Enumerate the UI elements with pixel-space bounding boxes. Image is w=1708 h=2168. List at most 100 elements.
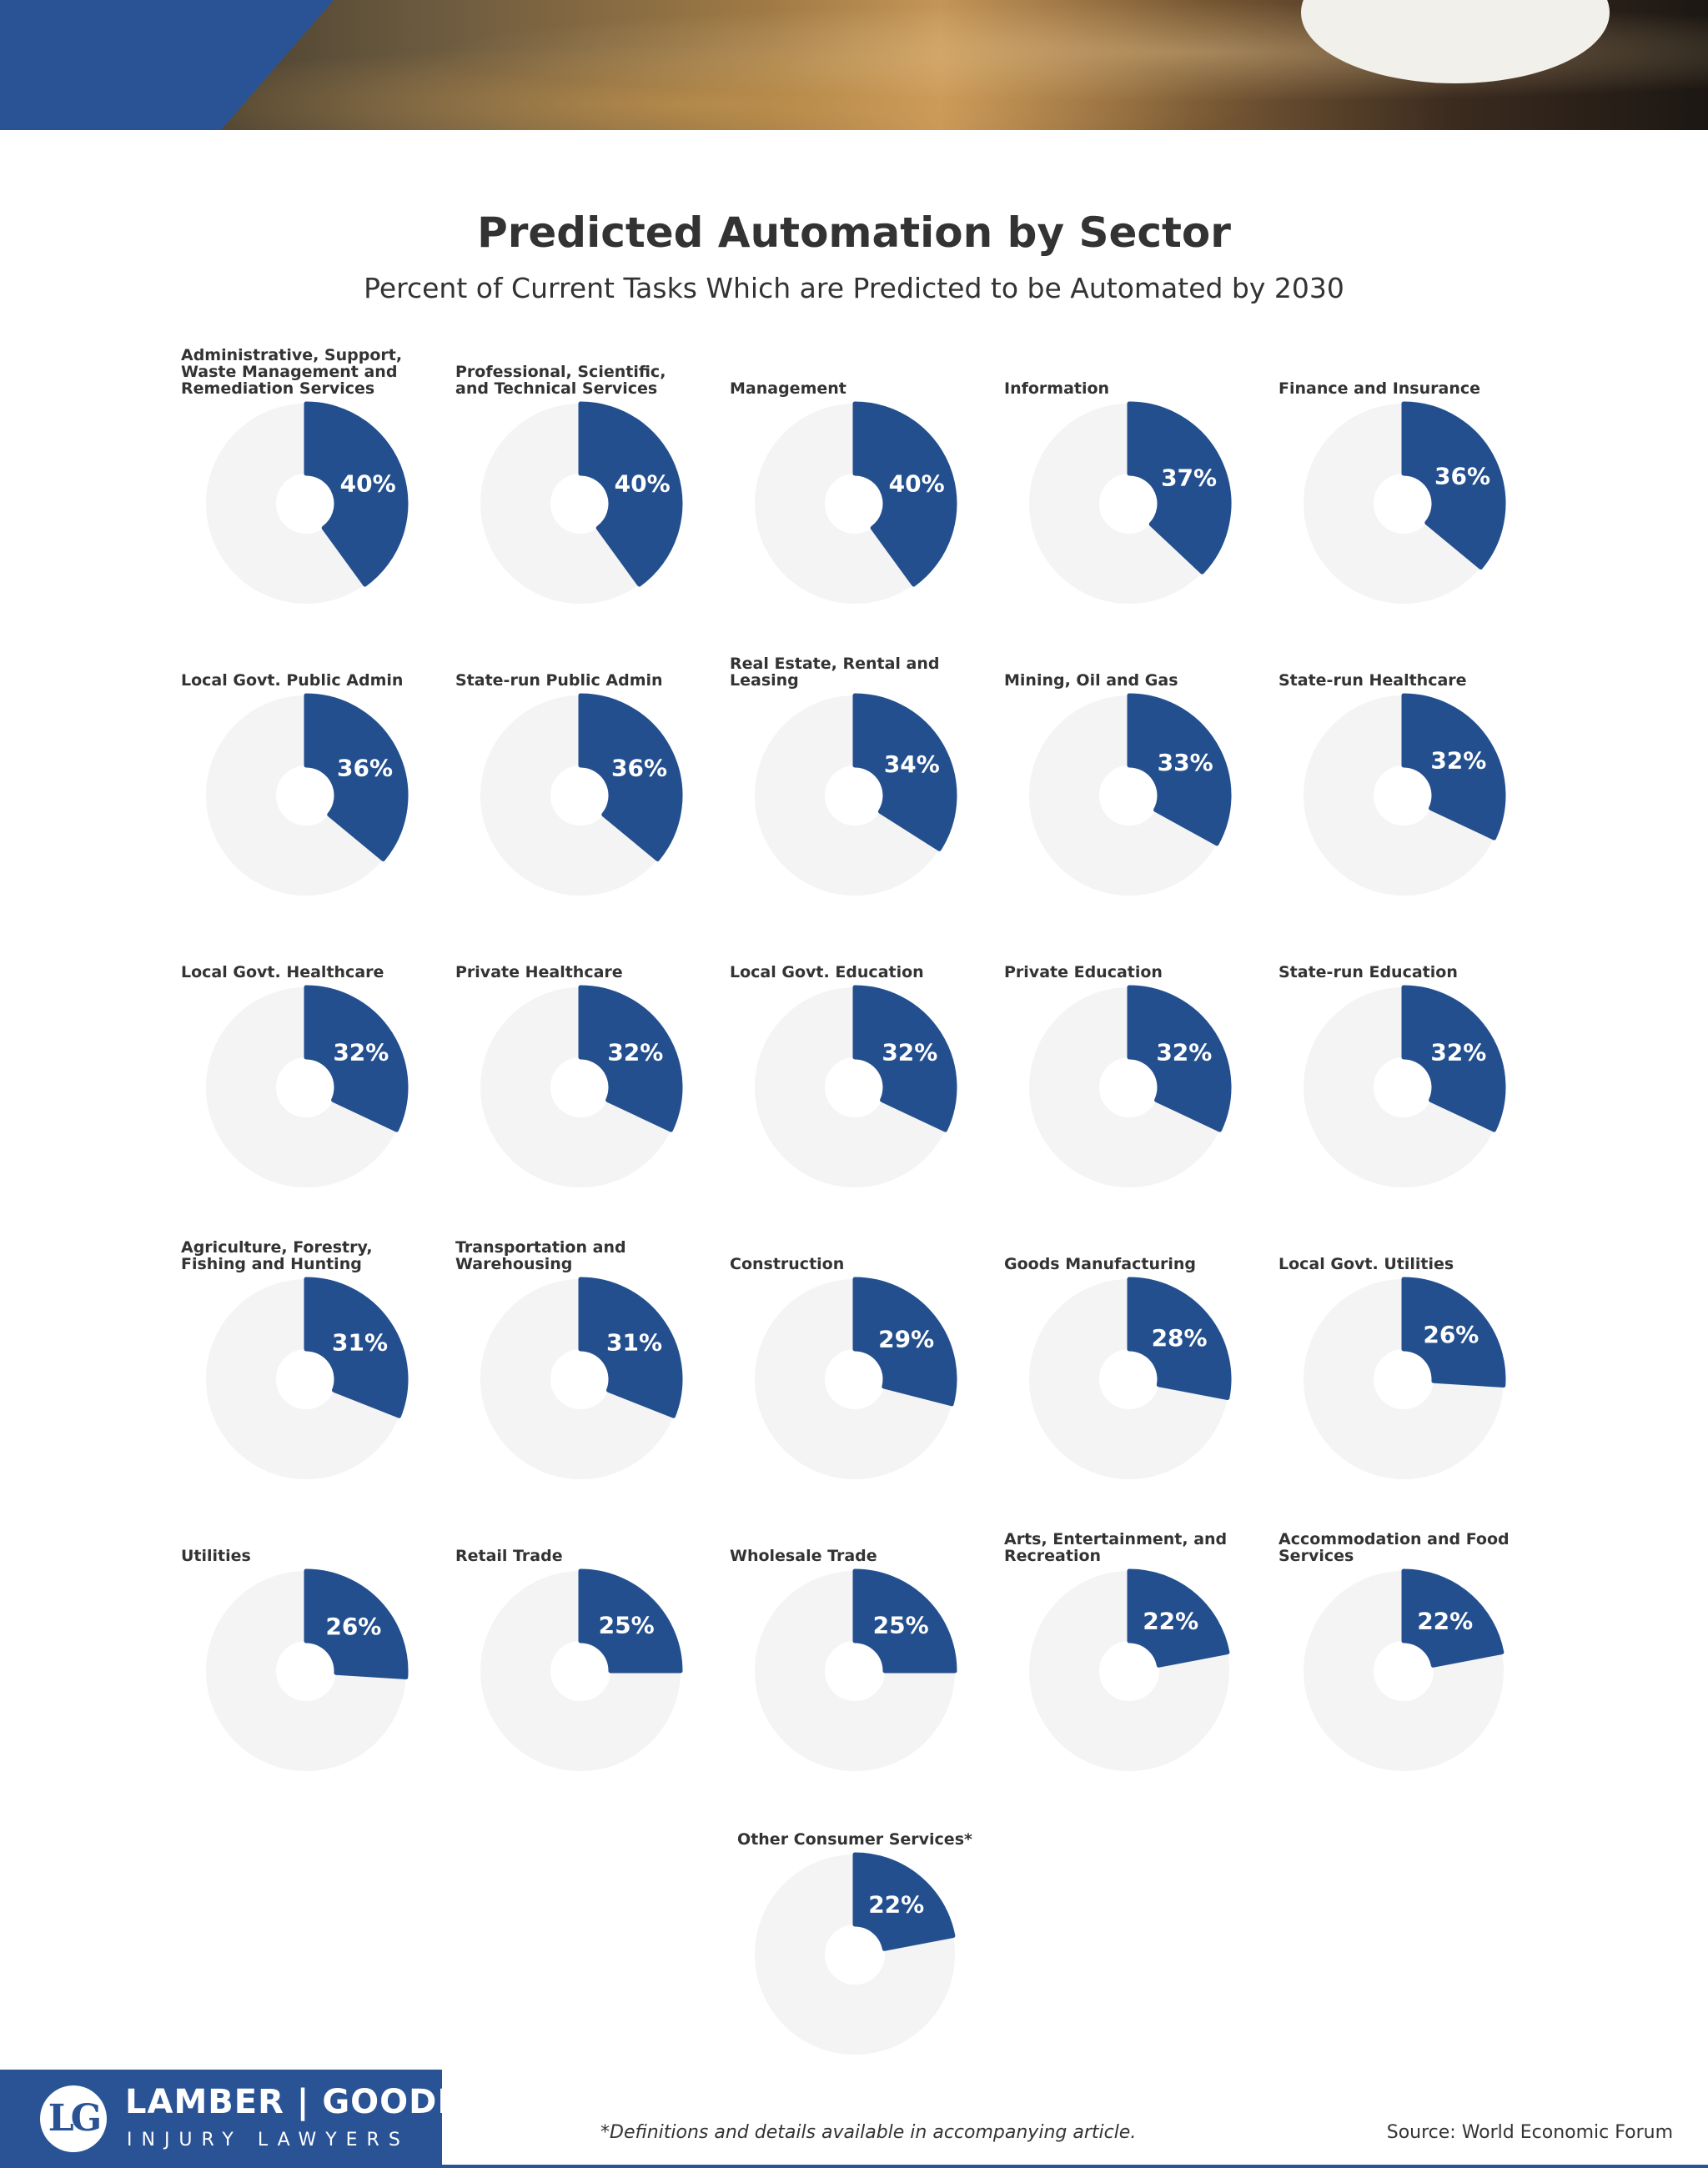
donut-cell: Management 40% [730, 324, 980, 607]
percent-label: 36% [611, 754, 667, 781]
donut-cell: State-run Public Admin 36% [455, 615, 706, 899]
donut-segment [578, 401, 683, 587]
donut-cell: Accommodation and Food Services 22% [1278, 1491, 1529, 1774]
percent-label: 32% [333, 1039, 389, 1066]
sector-label: Finance and Insurance [1278, 379, 1480, 398]
percent-label: 22% [868, 1890, 924, 1918]
donut-chart: 28% [1029, 1277, 1232, 1479]
donut-cell: State-run Healthcare 32% [1278, 615, 1529, 899]
donut-chart: 36% [1304, 401, 1506, 604]
sector-label: Utilities [181, 1547, 251, 1565]
source-note: Source: World Economic Forum [1386, 2122, 1673, 2143]
donut-chart: 31% [480, 1277, 683, 1479]
donut-segment [852, 985, 957, 1132]
percent-label: 22% [1417, 1607, 1473, 1634]
donut-segment [304, 985, 409, 1132]
donut-cell: Other Consumer Services* 22% [730, 1774, 980, 2058]
donut-segment [852, 1568, 957, 1674]
percent-label: 25% [873, 1611, 929, 1639]
donut-cell: Retail Trade 25% [455, 1491, 706, 1774]
percent-label: 26% [1423, 1321, 1479, 1348]
donut-segment [852, 1852, 956, 1951]
donut-chart: 32% [1304, 693, 1506, 896]
sector-label: State-run Education [1278, 963, 1458, 981]
donut-cell: Local Govt. Healthcare 32% [181, 907, 431, 1191]
donut-chart: 33% [1029, 693, 1232, 896]
brand-monogram: LG [40, 2085, 107, 2152]
sector-label: Retail Trade [455, 1547, 563, 1565]
sector-label: Agriculture, Forestry, Fishing and Hunti… [181, 1238, 373, 1273]
donut-cell: Local Govt. Education 32% [730, 907, 980, 1191]
donut-segment [1127, 693, 1232, 846]
donut-cell: Administrative, Support, Waste Managemen… [181, 324, 431, 607]
donut-chart: 40% [755, 401, 957, 604]
donut-segment [1127, 1277, 1232, 1400]
donut-segment [1127, 1568, 1230, 1668]
donut-cell: State-run Education 32% [1278, 907, 1529, 1191]
donut-cell: Agriculture, Forestry, Fishing and Hunti… [181, 1199, 431, 1483]
header-banner-photo [0, 0, 1708, 130]
sector-label: Goods Manufacturing [1004, 1255, 1196, 1273]
donut-chart: 25% [480, 1568, 683, 1771]
percent-label: 37% [1161, 464, 1217, 492]
percent-label: 36% [1434, 462, 1490, 489]
donut-chart: 26% [206, 1568, 409, 1771]
donut-cell: Private Education 32% [1004, 907, 1254, 1191]
percent-label: 33% [1158, 749, 1213, 776]
donut-segment [852, 1277, 957, 1407]
percent-label: 31% [606, 1329, 662, 1357]
footer-rule [0, 2165, 1708, 2168]
sector-label: Mining, Oil and Gas [1004, 671, 1178, 690]
sector-label: Transportation and Warehousing [455, 1238, 626, 1273]
donut-segment [304, 1277, 409, 1418]
percent-label: 26% [325, 1613, 381, 1640]
sector-label: Private Healthcare [455, 963, 623, 981]
donut-chart: 26% [1304, 1277, 1506, 1479]
donut-chart: 31% [206, 1277, 409, 1479]
percent-label: 25% [599, 1611, 655, 1639]
percent-label: 22% [1143, 1607, 1198, 1634]
donut-segment [578, 985, 683, 1132]
donut-cell: Finance and Insurance 36% [1278, 324, 1529, 607]
donut-segment [304, 1568, 409, 1680]
percent-label: 34% [884, 750, 940, 778]
donut-cell: Construction 29% [730, 1199, 980, 1483]
sector-label: Accommodation and Food Services [1278, 1530, 1510, 1565]
donut-segment [1401, 401, 1506, 570]
sector-label: Private Education [1004, 963, 1163, 981]
donut-chart: 22% [1304, 1568, 1505, 1771]
donut-chart: 32% [1304, 985, 1506, 1187]
percent-label: 32% [607, 1039, 663, 1066]
percent-label: 32% [882, 1039, 937, 1066]
donut-chart: 37% [1029, 401, 1232, 604]
brand-logo: LG LAMBER | GOODNOW INJURY LAWYERS [0, 2070, 532, 2168]
sector-label: Local Govt. Healthcare [181, 963, 384, 981]
sector-label: Administrative, Support, Waste Managemen… [181, 346, 403, 398]
percent-label: 40% [615, 469, 671, 497]
donut-cell: Local Govt. Utilities 26% [1278, 1199, 1529, 1483]
donut-chart: 22% [1029, 1568, 1230, 1771]
donut-chart: 22% [755, 1852, 956, 2055]
sector-label: State-run Healthcare [1278, 671, 1467, 690]
percent-label: 28% [1152, 1324, 1208, 1352]
sector-label: Local Govt. Utilities [1278, 1255, 1454, 1273]
donut-segment [852, 693, 957, 851]
donut-cell: Transportation and Warehousing 31% [455, 1199, 706, 1483]
donut-chart: 40% [206, 401, 409, 604]
donut-cell: Professional, Scientific, and Technical … [455, 324, 706, 607]
sector-label: Professional, Scientific, and Technical … [455, 363, 666, 398]
chart-subtitle: Percent of Current Tasks Which are Predi… [364, 272, 1344, 304]
sector-label: Local Govt. Education [730, 963, 924, 981]
percent-label: 29% [878, 1326, 934, 1353]
donut-chart: 32% [1029, 985, 1232, 1187]
chart-title: Predicted Automation by Sector [477, 208, 1231, 257]
donut-cell: Mining, Oil and Gas 33% [1004, 615, 1254, 899]
donut-segment [1127, 985, 1232, 1132]
sector-label: Construction [730, 1255, 845, 1273]
sector-label: Information [1004, 379, 1110, 398]
donut-chart: 25% [755, 1568, 957, 1771]
percent-label: 40% [889, 469, 945, 497]
sector-label: Management [730, 379, 846, 398]
sector-label: State-run Public Admin [455, 671, 663, 690]
donut-chart: 40% [480, 401, 683, 604]
